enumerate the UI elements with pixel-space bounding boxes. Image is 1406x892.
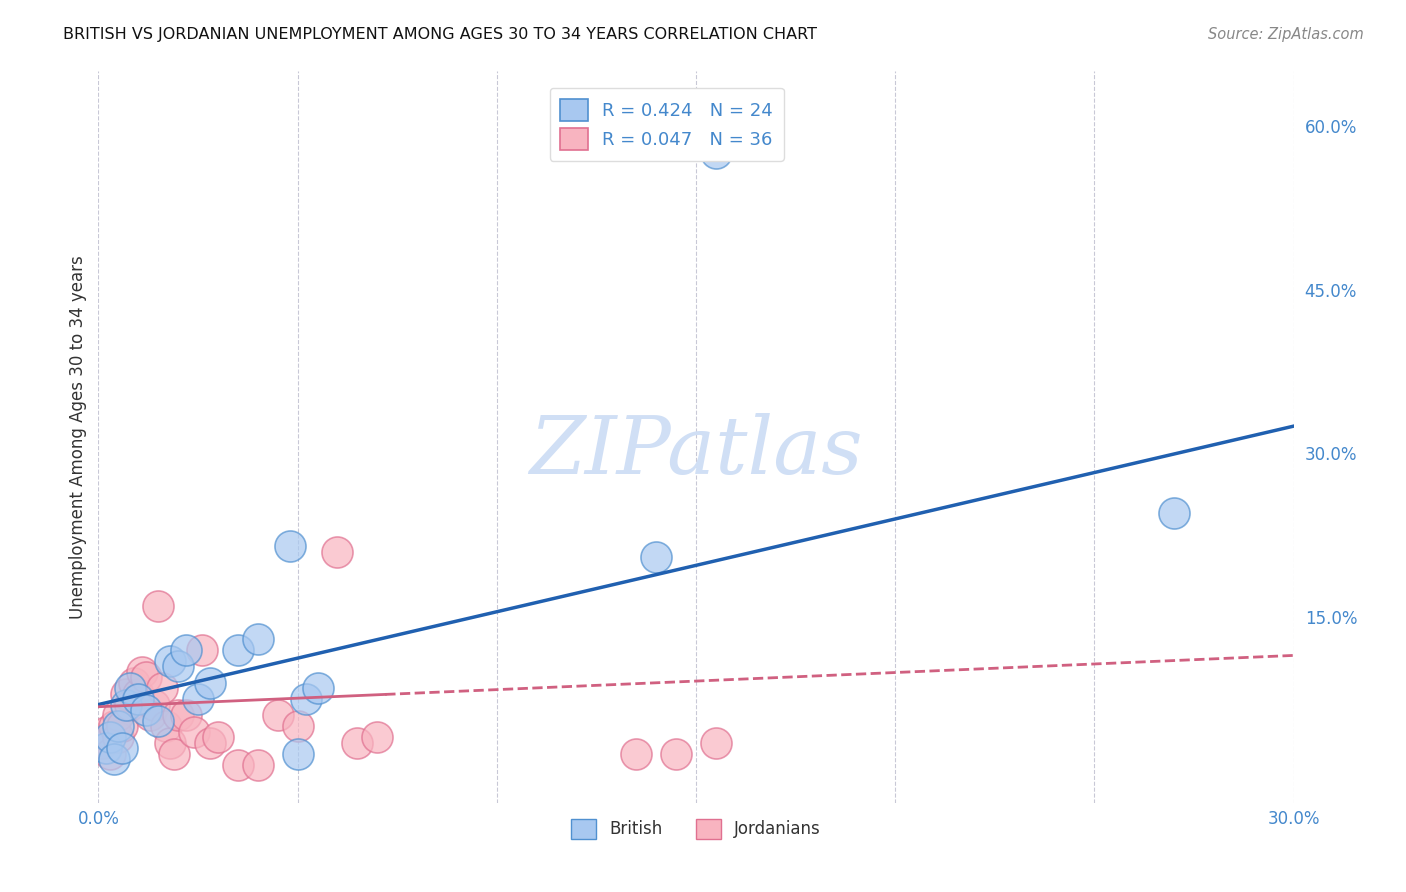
Point [346, 736, 368, 750]
Point [665, 747, 688, 761]
Point [107, 708, 129, 723]
Point [183, 724, 205, 739]
Point [198, 736, 221, 750]
Text: BRITISH VS JORDANIAN UNEMPLOYMENT AMONG AGES 30 TO 34 YEARS CORRELATION CHART: BRITISH VS JORDANIAN UNEMPLOYMENT AMONG … [63, 27, 817, 42]
Point [96, 724, 118, 739]
Point [148, 599, 170, 614]
Point [120, 681, 142, 695]
Point [159, 736, 181, 750]
Point [111, 741, 134, 756]
Point [1163, 507, 1185, 521]
Point [124, 675, 146, 690]
Point [107, 731, 129, 745]
Point [131, 665, 153, 679]
Point [287, 747, 309, 761]
Point [267, 708, 290, 723]
Point [150, 681, 173, 695]
Text: Source: ZipAtlas.com: Source: ZipAtlas.com [1208, 27, 1364, 42]
Point [148, 714, 170, 728]
Point [115, 687, 138, 701]
Point [159, 654, 181, 668]
Point [167, 708, 190, 723]
Point [135, 703, 157, 717]
Point [207, 731, 229, 745]
Point [127, 692, 149, 706]
Point [278, 539, 301, 553]
Point [246, 757, 269, 772]
Point [187, 692, 209, 706]
Point [174, 708, 197, 723]
Point [174, 643, 197, 657]
Point [111, 719, 134, 733]
Point [287, 719, 309, 733]
Point [226, 643, 249, 657]
Point [191, 643, 214, 657]
Point [307, 681, 329, 695]
Point [139, 708, 162, 723]
Point [326, 545, 349, 559]
Point [226, 757, 249, 772]
Point [103, 752, 125, 766]
Point [127, 687, 149, 701]
Point [96, 741, 118, 756]
Point [645, 550, 668, 565]
Point [167, 659, 190, 673]
Point [366, 731, 388, 745]
Point [103, 719, 125, 733]
Point [155, 719, 177, 733]
Point [91, 736, 114, 750]
Text: ZIPatlas: ZIPatlas [529, 413, 863, 491]
Point [143, 698, 166, 712]
Point [115, 698, 138, 712]
Point [626, 747, 648, 761]
Point [135, 670, 157, 684]
Y-axis label: Unemployment Among Ages 30 to 34 years: Unemployment Among Ages 30 to 34 years [69, 255, 87, 619]
Point [120, 698, 142, 712]
Point [294, 692, 316, 706]
Point [704, 736, 727, 750]
Point [198, 675, 221, 690]
Legend: British, Jordanians: British, Jordanians [564, 812, 828, 846]
Point [107, 719, 129, 733]
Point [98, 731, 122, 745]
Point [98, 747, 122, 761]
Point [704, 146, 727, 161]
Point [163, 747, 186, 761]
Point [246, 632, 269, 646]
